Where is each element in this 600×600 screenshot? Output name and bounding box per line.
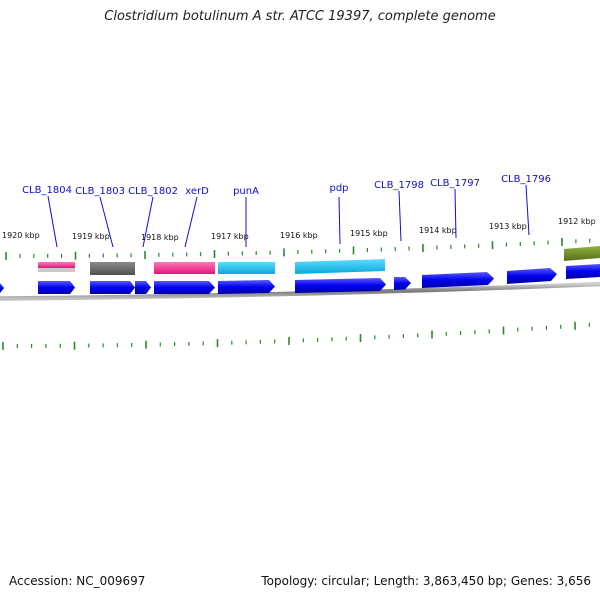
- kbp-label: 1920 kbp: [2, 231, 40, 240]
- cds-arrow: [90, 281, 135, 294]
- leader-line: [398, 190, 402, 242]
- cds-track: [0, 264, 600, 294]
- cds-arrow: [38, 281, 75, 294]
- cds-arrow: [566, 264, 600, 279]
- leader-line: [142, 196, 154, 248]
- gene-label-pdp[interactable]: pdp: [329, 183, 348, 194]
- kbp-label: 1917 kbp: [211, 232, 249, 241]
- outer-tick-ring: [2, 321, 590, 350]
- kbp-label: 1912 kbp: [558, 217, 596, 226]
- kbp-label: 1918 kbp: [141, 233, 179, 242]
- map-title: Clostridium botulinum A str. ATCC 19397,…: [104, 9, 496, 24]
- gene-label-clb-1803[interactable]: CLB_1803: [75, 186, 125, 197]
- feature-olive: [564, 246, 600, 261]
- gene-leader-lines: [47, 184, 530, 248]
- gene-label-clb-1802[interactable]: CLB_1802: [128, 186, 178, 197]
- cds-arrow: [0, 283, 4, 293]
- gene-label-xerd[interactable]: xerD: [185, 186, 209, 197]
- feature-cyan-pdp: [295, 259, 385, 274]
- feature-cyan-punA: [218, 262, 275, 274]
- inner-tick-ring: [5, 237, 591, 260]
- cds-arrow: [394, 277, 411, 290]
- cds-arrow: [507, 268, 557, 284]
- kbp-label: 1919 kbp: [72, 232, 110, 241]
- kbp-labels: 1920 kbp 1919 kbp 1918 kbp 1917 kbp 1916…: [2, 217, 596, 242]
- feature-gray: [90, 262, 135, 275]
- gene-labels: CLB_1804 CLB_1803 CLB_1802 xerD punA pdp…: [22, 174, 551, 197]
- leader-line: [184, 196, 198, 248]
- gene-label-clb-1804[interactable]: CLB_1804: [22, 185, 72, 196]
- cds-arrow: [135, 281, 151, 294]
- genome-backbone: [0, 281, 600, 301]
- leader-line: [99, 196, 114, 248]
- accession-label: Accession: NC_009697: [9, 574, 146, 588]
- leader-line: [338, 196, 341, 245]
- feature-pink-small: [38, 262, 75, 268]
- gene-label-puna[interactable]: punA: [233, 186, 259, 197]
- kbp-label: 1915 kbp: [350, 229, 388, 238]
- gene-label-clb-1798[interactable]: CLB_1798: [374, 180, 424, 191]
- kbp-label: 1914 kbp: [419, 226, 457, 235]
- leader-line: [525, 184, 530, 236]
- kbp-label: 1916 kbp: [280, 231, 318, 240]
- leader-line: [47, 195, 58, 248]
- gene-label-clb-1797[interactable]: CLB_1797: [430, 178, 480, 189]
- feature-pink-small-lower: [38, 268, 75, 272]
- feature-track-upper: [38, 246, 600, 275]
- kbp-label: 1913 kbp: [489, 222, 527, 231]
- feature-pink: [154, 262, 215, 274]
- cds-arrow: [218, 280, 275, 294]
- gene-label-clb-1796[interactable]: CLB_1796: [501, 174, 551, 185]
- cds-arrow: [154, 281, 215, 294]
- genome-summary: Topology: circular; Length: 3,863,450 bp…: [261, 574, 591, 588]
- cds-arrow: [422, 272, 494, 288]
- leader-line: [454, 188, 457, 239]
- cds-arrow: [295, 278, 386, 293]
